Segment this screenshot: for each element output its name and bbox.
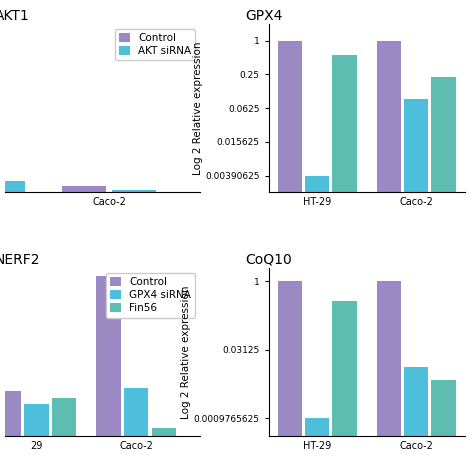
Bar: [332, 301, 356, 474]
Bar: [0, 181, 25, 192]
Bar: [124, 388, 148, 436]
Bar: [52, 398, 76, 436]
Legend: Control, GPX4 siRNA, Fin56: Control, GPX4 siRNA, Fin56: [106, 273, 195, 318]
Bar: [278, 41, 302, 474]
Y-axis label: Log 2 Relative expression: Log 2 Relative expression: [192, 41, 202, 174]
Bar: [305, 419, 329, 474]
Bar: [278, 282, 302, 474]
Bar: [377, 282, 401, 474]
Text: CoQ10: CoQ10: [246, 253, 292, 266]
Text: AKT1: AKT1: [0, 9, 30, 23]
Bar: [62, 186, 106, 192]
Text: NERF2: NERF2: [0, 253, 40, 266]
Bar: [152, 428, 176, 436]
Bar: [112, 190, 156, 192]
Bar: [0, 391, 21, 436]
Y-axis label: Log 2 Relative expression: Log 2 Relative expression: [181, 285, 191, 419]
Text: GPX4: GPX4: [246, 9, 283, 23]
Legend: Control, AKT siRNA: Control, AKT siRNA: [115, 29, 195, 60]
Bar: [404, 99, 428, 474]
Bar: [305, 176, 329, 474]
Bar: [404, 367, 428, 474]
Bar: [24, 404, 48, 436]
Bar: [431, 77, 456, 474]
Bar: [97, 276, 121, 436]
Bar: [377, 41, 401, 474]
Bar: [332, 55, 356, 474]
Bar: [431, 380, 456, 474]
